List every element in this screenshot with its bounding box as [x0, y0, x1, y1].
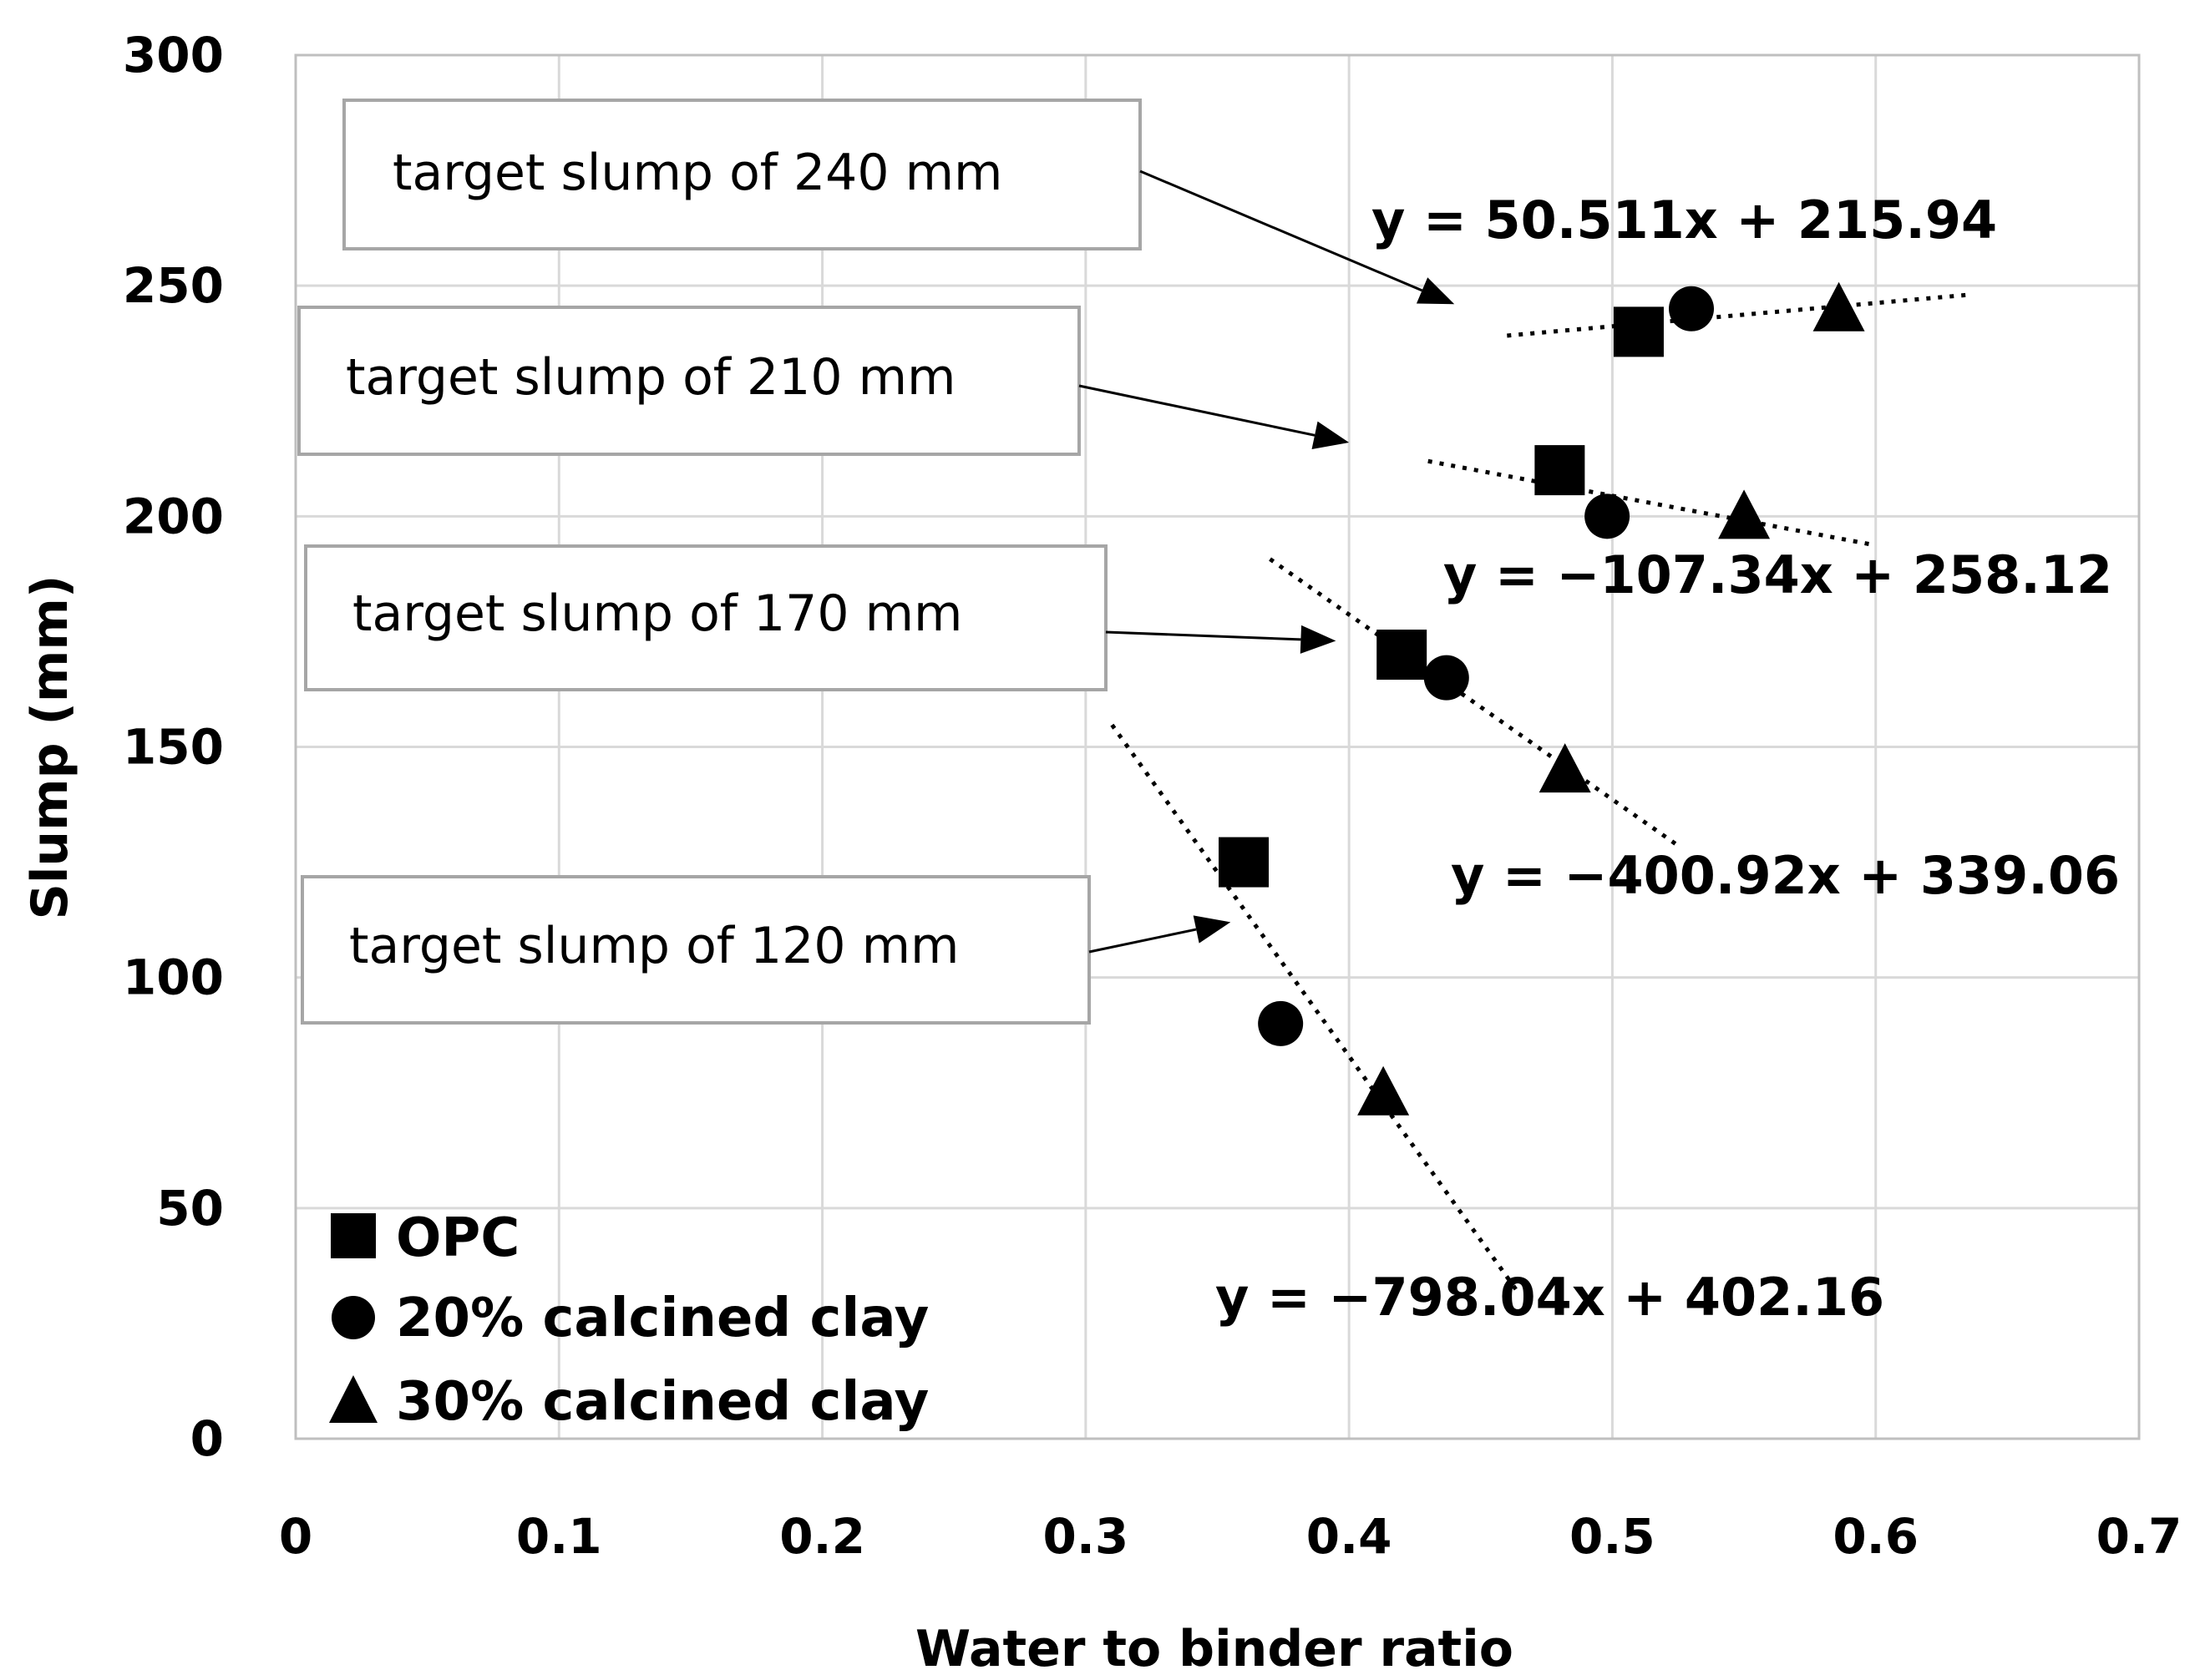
- legend-square-icon: [331, 1213, 376, 1258]
- callout-text: target slump of 120 mm: [349, 917, 959, 975]
- y-tick-label: 100: [123, 949, 224, 1006]
- callout-text: target slump of 210 mm: [346, 348, 956, 407]
- trendline-equation-240: y = 50.511x + 215.94: [1371, 190, 1997, 250]
- callout-frame: [342, 99, 1142, 250]
- legend-triangle-icon: [329, 1375, 378, 1423]
- legend-label-20-calcined-clay: 20% calcined clay: [396, 1288, 929, 1349]
- callout-text: target slump of 170 mm: [352, 584, 962, 643]
- calcined-clay-30-point: [1357, 1065, 1410, 1116]
- callout-frame: [301, 875, 1091, 1025]
- callout-box-210: target slump of 210 mm: [297, 306, 1081, 456]
- y-tick-label: 250: [123, 257, 224, 314]
- legend-label-opc: OPC: [396, 1207, 520, 1269]
- x-tick-label: 0.3: [1042, 1508, 1128, 1565]
- x-tick-label: 0.4: [1306, 1508, 1392, 1565]
- trendline-equation-120: y = −798.04x + 402.16: [1215, 1267, 1884, 1328]
- trendline-4: [1110, 723, 1523, 1297]
- legend: OPC 20% calcined clay 30% calcined clay: [329, 1207, 929, 1433]
- callout-arrow-line: [1088, 928, 1197, 954]
- data-points: [1219, 281, 1865, 1116]
- x-tick-label: 0.6: [1833, 1508, 1919, 1565]
- x-tick-label: 0: [279, 1508, 312, 1565]
- plot-area: [294, 53, 2141, 1440]
- opc-point: [1376, 630, 1427, 681]
- callout-arrows: [1078, 170, 1455, 954]
- legend-circle-icon: [332, 1296, 375, 1339]
- y-axis-title: Slump (mm): [21, 575, 79, 920]
- x-tick-label: 0.5: [1569, 1508, 1655, 1565]
- calcined-clay-30-point: [1812, 281, 1865, 331]
- callout-arrowhead-icon: [1311, 421, 1350, 449]
- calcined-clay-20-point: [1258, 1000, 1304, 1046]
- legend-label-30-calcined-clay: 30% calcined clay: [396, 1371, 929, 1433]
- callout-arrowhead-icon: [1193, 915, 1231, 944]
- calcined-clay-20-point: [1669, 286, 1715, 331]
- calcined-clay-30-point: [1718, 489, 1771, 539]
- opc-point: [1613, 306, 1664, 357]
- calcined-clay-30-point: [1539, 743, 1591, 793]
- callout-arrow-line: [1105, 630, 1301, 641]
- trendline-3: [1269, 557, 1680, 848]
- callout-box-170: target slump of 170 mm: [304, 544, 1108, 691]
- y-tick-label: 150: [123, 719, 224, 776]
- y-tick-label: 50: [156, 1180, 224, 1237]
- calcined-clay-20-point: [1423, 655, 1469, 701]
- x-axis-title: Water to binder ratio: [915, 1620, 1513, 1678]
- calcined-clay-20-point: [1584, 493, 1630, 539]
- grid: [296, 55, 2139, 1439]
- callout-box-120: target slump of 120 mm: [301, 875, 1091, 1025]
- x-tick-label: 0.1: [516, 1508, 602, 1565]
- opc-point: [1219, 837, 1270, 888]
- trendline-equation-210: y = −107.34x + 258.12: [1443, 544, 2112, 605]
- x-axis: 0 0.1 0.2 0.3 0.4 0.5 0.6 0.7: [279, 1508, 2182, 1565]
- callout-arrow-line: [1139, 170, 1423, 292]
- x-tick-label: 0.7: [2096, 1508, 2182, 1565]
- callout-frame: [304, 544, 1108, 691]
- y-tick-label: 0: [190, 1410, 224, 1467]
- callout-frame: [297, 306, 1081, 456]
- callout-text: target slump of 240 mm: [393, 144, 1002, 202]
- callout-arrowhead-icon: [1300, 625, 1336, 654]
- callout-arrowhead-icon: [1416, 277, 1455, 305]
- x-tick-label: 0.2: [779, 1508, 865, 1565]
- trendlines: [1110, 292, 1969, 1297]
- y-tick-label: 300: [123, 27, 224, 83]
- trendline-equation-170: y = −400.92x + 339.06: [1451, 845, 2120, 906]
- y-tick-label: 200: [123, 488, 224, 544]
- callout-box-240: target slump of 240 mm: [342, 99, 1142, 250]
- callout-arrow-line: [1078, 384, 1315, 437]
- opc-point: [1534, 445, 1585, 496]
- y-axis: 0 50 100 150 200 250 300: [123, 27, 224, 1467]
